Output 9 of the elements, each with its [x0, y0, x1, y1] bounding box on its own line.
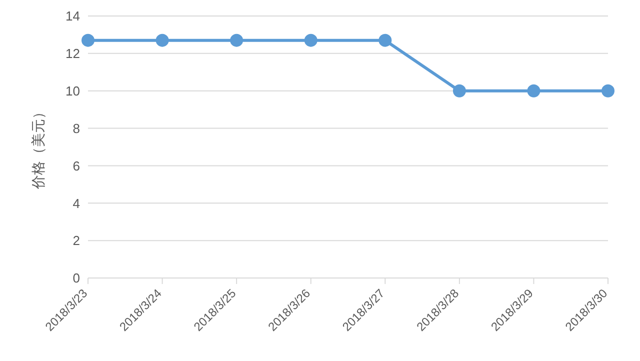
y-tick-label: 6 — [72, 158, 80, 174]
y-tick-label: 4 — [72, 196, 80, 211]
y-tick-label: 14 — [66, 8, 80, 24]
y-tick-label: 2 — [72, 233, 80, 248]
y-tick-label: 12 — [66, 46, 80, 62]
y-axis-title: 价格（美元） — [30, 105, 46, 190]
y-tick-label: 10 — [66, 83, 80, 98]
y-tick-label: 8 — [72, 120, 80, 136]
y-tick-label: 0 — [72, 270, 80, 286]
